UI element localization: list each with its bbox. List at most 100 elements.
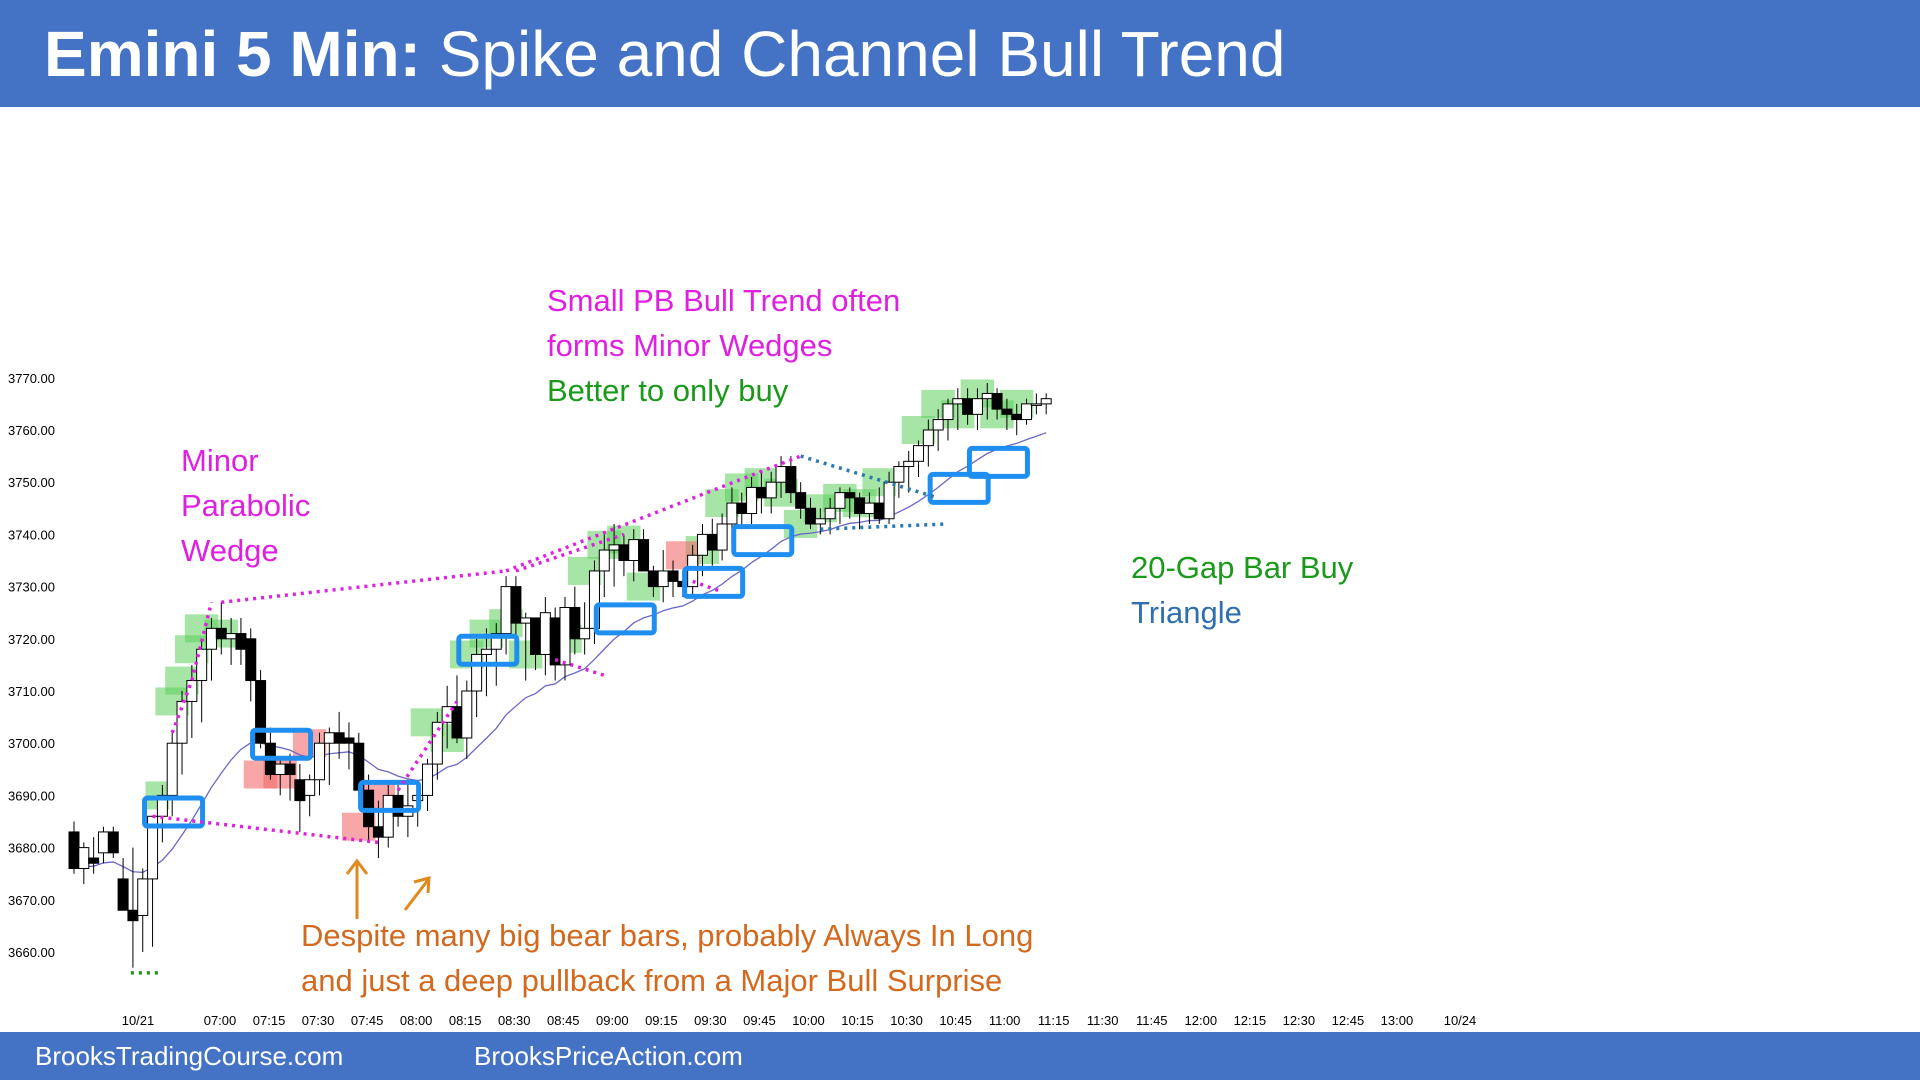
bear-candle [1001,408,1013,415]
x-tick-label: 09:30 [694,1013,727,1028]
y-tick-label: 3760.00 [8,423,55,438]
bear-candle [255,680,267,744]
bull-candle [274,763,286,776]
despite-line-2: and just a deep pullback from a Major Bu… [301,963,1003,998]
lower-trend-line [152,814,379,845]
bear-candle [127,909,139,922]
x-tick-label: 10/21 [122,1013,155,1028]
bull-candle [834,492,846,509]
bull-candle [608,544,620,551]
bull-candle [137,878,149,916]
x-tick-label: 07:00 [204,1013,237,1028]
bull-candle [814,518,826,525]
x-tick-label: 09:45 [743,1013,776,1028]
x-tick-label: 08:45 [547,1013,580,1028]
bear-candle [854,497,866,515]
x-tick-label: 07:45 [351,1013,384,1028]
minor-parabolic-wedge-label: Minor Parabolic Wedge [181,438,310,573]
triangle-line: Triangle [1131,595,1242,630]
bear-candle [638,539,650,572]
bull-candle [500,586,512,635]
x-tick-label: 11:30 [1087,1013,1119,1028]
bull-candle [765,481,777,499]
wedge-line-3: Wedge [181,533,279,568]
bull-candle [176,700,188,744]
triangle-lower-line [820,522,949,531]
bull-candle [746,486,758,515]
bull-candle [893,466,905,483]
bull-candle [196,648,208,682]
bull-candle [932,419,944,431]
small-pb-line-2: forms Minor Wedges [547,328,833,363]
x-tick-label: 11:00 [989,1013,1021,1028]
bull-candle [166,742,178,796]
x-tick-label: 13:00 [1381,1013,1414,1028]
bull-candle [1021,403,1033,421]
gap-bar-line: 20-Gap Bar Buy [1131,550,1354,585]
signal-bar-box [358,779,422,813]
bear-candle [991,392,1003,410]
bull-candle [824,507,836,520]
signal-bar-box [731,524,795,558]
bear-candle [569,606,581,640]
bear-candle [88,857,100,864]
bear-candle [530,617,542,655]
bear-candle [392,794,404,817]
bull-candle [314,742,325,781]
wedge-line-2: Parabolic [181,488,311,523]
signal-bar-box [456,633,520,667]
bull-candle [913,445,925,462]
y-tick-label: 3680.00 [8,841,55,856]
x-tick-label: 10:15 [841,1013,874,1028]
bear-candle [873,502,885,520]
bear-candle [785,466,797,494]
bear-candle [215,627,227,640]
x-tick-label: 12:15 [1234,1013,1267,1028]
bull-candle [981,392,993,400]
footer-left-link[interactable]: BrooksTradingCourse.com [35,1041,344,1071]
bear-candle [235,633,247,650]
bear-candle [245,638,257,682]
bear-candle [844,492,856,499]
signal-bar-box [593,602,657,636]
footer-right-link[interactable]: BrooksPriceAction.com [474,1041,743,1071]
minor-wedge-line [515,532,625,573]
bear-candle [962,398,974,415]
footer-bar: BrooksTradingCourse.com BrooksPriceActio… [0,1032,1920,1080]
bear-candle [667,570,679,582]
up-arrow-2 [403,879,430,911]
up-arrow-2-head [413,876,431,894]
x-tick-label: 08:30 [498,1013,531,1028]
bear-candle [549,617,561,666]
y-tick-label: 3660.00 [8,945,55,960]
bull-candle [598,549,610,572]
bull-candle [942,403,954,421]
bull-candle [657,570,669,588]
bull-candle [490,633,502,650]
bear-candle [294,779,306,802]
signal-bar-box [927,471,991,505]
bear-candle [372,826,384,838]
upper-trend-line [221,569,507,604]
bull-candle [382,794,394,838]
bear-candle [117,878,129,911]
x-tick-label: 11:45 [1136,1013,1168,1028]
x-tick-label: 09:15 [645,1013,678,1028]
signal-bar-box [682,565,746,599]
bear-candle [510,586,522,624]
y-tick-label: 3720.00 [8,632,55,647]
y-tick-label: 3740.00 [8,527,55,542]
bull-candle [186,680,198,702]
bear-candle [333,732,345,744]
bull-candle [775,466,787,483]
pullback-line [396,700,459,792]
bull-candle [883,481,895,520]
x-tick-label: 10:00 [792,1013,825,1028]
bear-candle [647,570,659,588]
bull-candle [1040,398,1052,405]
bull-candle [205,627,217,650]
bear-candle [618,544,630,561]
y-tick-label: 3710.00 [8,684,55,699]
bull-candle [922,429,934,447]
better-buy-line: Better to only buy [547,373,789,408]
